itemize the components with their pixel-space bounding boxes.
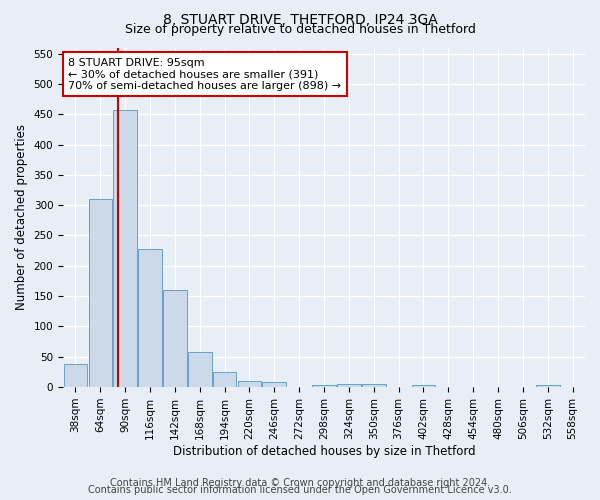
- Bar: [362, 384, 386, 387]
- Text: Contains public sector information licensed under the Open Government Licence v3: Contains public sector information licen…: [88, 485, 512, 495]
- Text: 8, STUART DRIVE, THETFORD, IP24 3GA: 8, STUART DRIVE, THETFORD, IP24 3GA: [163, 12, 437, 26]
- Bar: [113, 110, 137, 387]
- Bar: [213, 372, 236, 387]
- Y-axis label: Number of detached properties: Number of detached properties: [15, 124, 28, 310]
- Text: 8 STUART DRIVE: 95sqm
← 30% of detached houses are smaller (391)
70% of semi-det: 8 STUART DRIVE: 95sqm ← 30% of detached …: [68, 58, 341, 91]
- Bar: [238, 381, 261, 387]
- Bar: [138, 249, 162, 387]
- Bar: [89, 199, 112, 387]
- Bar: [312, 384, 336, 387]
- Bar: [64, 364, 87, 387]
- X-axis label: Distribution of detached houses by size in Thetford: Distribution of detached houses by size …: [173, 444, 475, 458]
- Bar: [188, 352, 212, 387]
- Text: Size of property relative to detached houses in Thetford: Size of property relative to detached ho…: [125, 22, 475, 36]
- Bar: [536, 384, 560, 387]
- Bar: [412, 384, 435, 387]
- Bar: [262, 382, 286, 387]
- Bar: [163, 290, 187, 387]
- Text: Contains HM Land Registry data © Crown copyright and database right 2024.: Contains HM Land Registry data © Crown c…: [110, 478, 490, 488]
- Bar: [337, 384, 361, 387]
